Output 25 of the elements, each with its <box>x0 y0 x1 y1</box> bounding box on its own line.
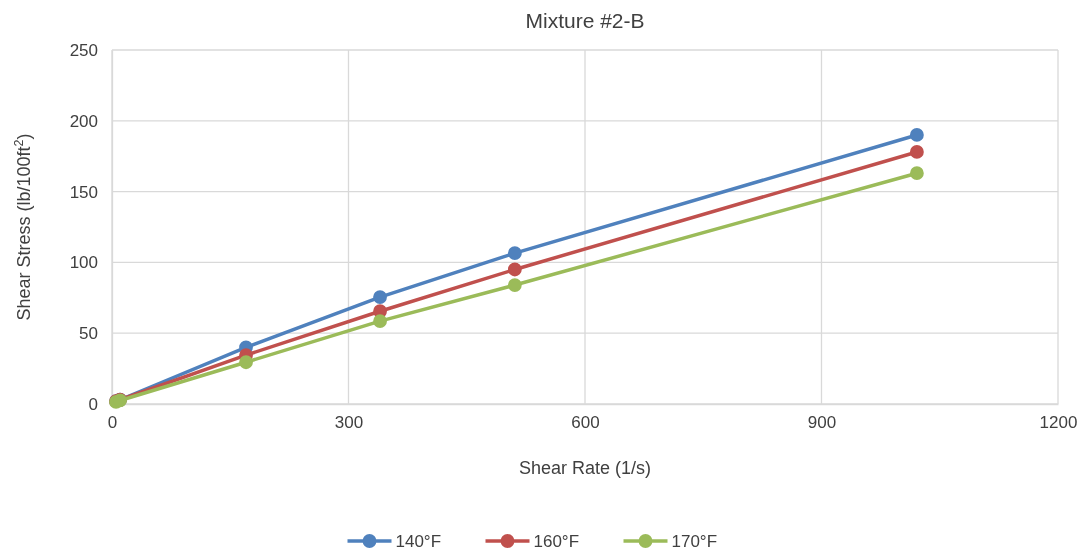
x-tick-label: 900 <box>807 413 837 433</box>
legend-label: 160°F <box>533 532 580 551</box>
x-tick-label: 1200 <box>1039 413 1078 433</box>
point <box>507 278 522 292</box>
point <box>909 128 924 142</box>
point <box>373 290 387 304</box>
point <box>507 262 522 277</box>
x-tick-label: 0 <box>107 413 118 433</box>
point <box>507 246 522 261</box>
chart-title: Mixture #2-B <box>525 9 645 32</box>
y-tick-label: 200 <box>69 111 98 131</box>
point <box>373 314 387 329</box>
y-tick-label: 150 <box>69 182 98 202</box>
point <box>909 145 924 159</box>
point <box>909 166 924 181</box>
legend-label: 140°F <box>395 532 442 551</box>
x-tick-label: 600 <box>571 413 600 433</box>
point <box>239 355 253 370</box>
y-tick-label: 250 <box>69 40 98 60</box>
y-tick-label: 0 <box>88 394 98 414</box>
y-tick-label: 50 <box>79 324 98 344</box>
y-tick-label: 100 <box>69 253 98 273</box>
x-axis-title: Shear Rate (1/s) <box>518 458 652 478</box>
x-tick-label: 300 <box>334 413 364 433</box>
legend-label: 170°F <box>671 532 718 551</box>
